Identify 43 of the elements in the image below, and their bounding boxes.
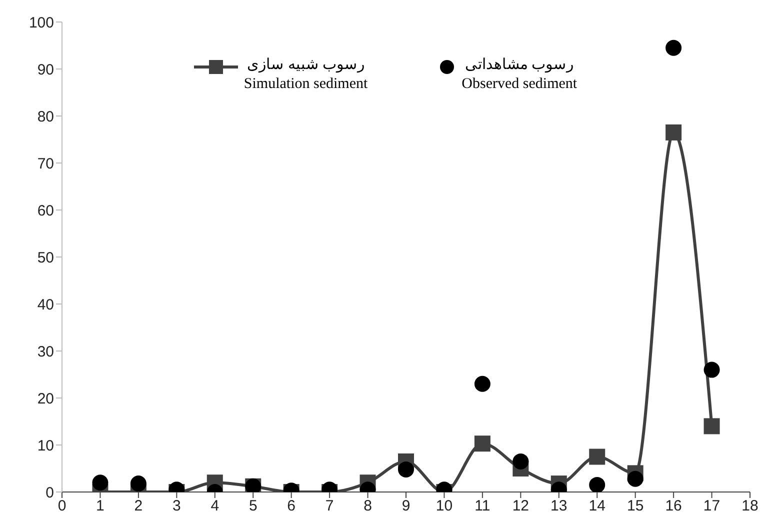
y-tick-label: 90 xyxy=(37,61,54,78)
x-tick-label: 8 xyxy=(364,498,372,515)
point xyxy=(666,124,682,140)
x-tick-label: 7 xyxy=(325,498,334,515)
x-tick-label: 10 xyxy=(436,498,453,515)
x-tick-label: 16 xyxy=(665,498,682,515)
point xyxy=(92,474,108,491)
point xyxy=(666,40,682,56)
y-tick-label: 0 xyxy=(46,484,54,502)
x-tick-label: 3 xyxy=(172,498,181,515)
x-tick-label: 9 xyxy=(402,498,410,515)
point xyxy=(704,362,720,378)
x-tick-label: 5 xyxy=(248,498,258,515)
y-tick-label: 20 xyxy=(37,390,54,408)
x-tick-label: 6 xyxy=(287,498,296,515)
x-tick-label: 13 xyxy=(550,498,568,515)
x-tick-label: 11 xyxy=(474,498,490,515)
point xyxy=(589,476,606,492)
y-tick-label: 50 xyxy=(37,249,54,266)
x-tick-label: 0 xyxy=(58,498,66,515)
x-tick-label: 1 xyxy=(96,498,104,515)
y-tick-label: 100 xyxy=(28,14,54,32)
x-tick-label: 18 xyxy=(742,498,758,515)
y-tick-label: 60 xyxy=(37,202,54,220)
y-tick-label: 40 xyxy=(37,296,54,314)
y-tick-label: 10 xyxy=(37,437,54,454)
x-tick-label: 2 xyxy=(134,498,143,515)
x-tick-label: 12 xyxy=(512,498,530,515)
x-tick-label: 14 xyxy=(588,498,606,515)
point xyxy=(130,476,146,492)
x-tick-label: 17 xyxy=(703,498,720,515)
point xyxy=(627,470,644,487)
x-tick-label: 15 xyxy=(626,498,644,515)
point xyxy=(398,461,414,478)
x-tick-label: 4 xyxy=(210,498,220,515)
point xyxy=(704,418,720,434)
y-tick-label: 70 xyxy=(37,155,54,172)
point xyxy=(589,448,606,465)
point xyxy=(474,376,490,392)
point xyxy=(512,453,529,470)
y-tick-label: 30 xyxy=(37,343,54,360)
y-tick-label: 80 xyxy=(37,108,54,126)
point xyxy=(474,436,490,452)
